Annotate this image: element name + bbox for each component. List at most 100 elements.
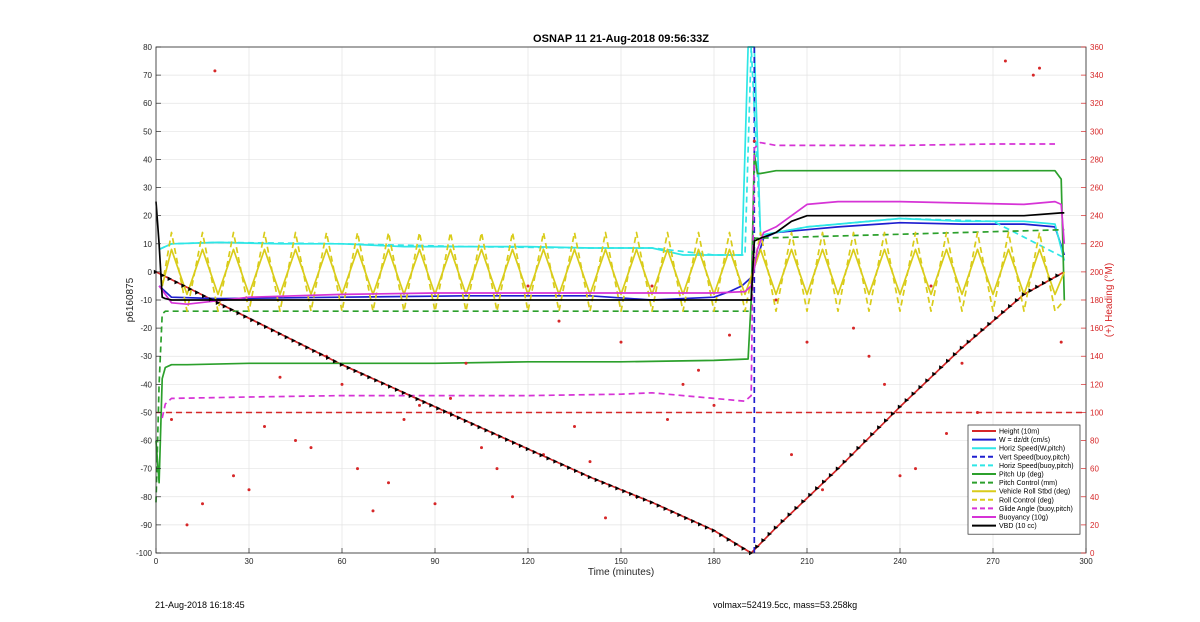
height-marker	[959, 345, 965, 350]
height-marker	[208, 297, 214, 302]
height-marker	[863, 438, 868, 444]
y-ticks: -100-90-80-70-60-50-40-30-20-10010203040…	[136, 43, 161, 558]
height-marker	[629, 491, 634, 497]
heading-point	[774, 298, 778, 302]
heading-point	[526, 284, 530, 288]
heading-point	[170, 417, 173, 421]
heading-point	[914, 467, 917, 471]
series-buoyancy-10g	[158, 200, 1066, 306]
height-marker	[312, 348, 317, 354]
series-pitch-up-deg	[155, 152, 1066, 484]
heading-point	[588, 460, 592, 464]
height-marker	[181, 283, 186, 288]
height-marker	[353, 368, 358, 374]
height-marker	[222, 304, 228, 309]
heading-point	[213, 69, 217, 73]
heading-point	[263, 425, 266, 428]
height-marker	[1035, 284, 1040, 290]
height-marker	[512, 440, 517, 445]
right-axis-label: (+) Heading (°M)	[1104, 263, 1115, 337]
height-marker	[904, 398, 910, 403]
height-marker	[270, 328, 276, 333]
height-marker	[567, 465, 572, 470]
height-marker	[491, 431, 496, 436]
height-marker	[594, 477, 600, 483]
heading-point	[821, 488, 824, 492]
height-marker	[1048, 277, 1054, 282]
x-tick-label: 30	[245, 557, 254, 566]
heading-point	[201, 502, 204, 506]
height-marker	[787, 512, 792, 517]
legend-label: Height (10m)	[999, 429, 1039, 436]
height-marker	[761, 538, 766, 543]
height-marker	[946, 358, 951, 364]
y-tick-label: -20	[140, 324, 152, 333]
height-marker	[884, 418, 889, 423]
footer-timestamp: 21-Aug-2018 16:18:45	[155, 600, 245, 610]
height-marker	[622, 488, 627, 494]
height-marker	[532, 449, 538, 455]
height-marker	[711, 528, 717, 533]
height-marker	[174, 279, 179, 285]
right-tick-label: 180	[1090, 296, 1104, 305]
height-marker	[691, 518, 696, 524]
legend-label: W = dz/dt (cm/s)	[999, 437, 1050, 444]
height-marker	[734, 541, 739, 547]
x-ticks: 0 30 60 90 120 150 180 210 240 270 300	[154, 548, 1093, 566]
height-marker	[973, 333, 978, 339]
series-glide-angle-buoy-pitch	[161, 141, 1055, 419]
height-marker	[1001, 309, 1006, 315]
heading-point	[976, 410, 979, 414]
y-tick-label: -60	[140, 437, 152, 446]
height-marker	[243, 314, 248, 319]
height-marker	[801, 499, 806, 504]
y-tick-label: 60	[143, 99, 152, 108]
height-marker	[553, 459, 558, 464]
heading-point	[495, 467, 499, 471]
right-tick-label: 240	[1090, 212, 1104, 221]
height-marker	[677, 512, 682, 518]
heading-point	[387, 481, 390, 485]
heading-point	[945, 432, 948, 436]
height-marker	[477, 424, 482, 430]
legend: Height (10m)W = dz/dt (cm/s) Horiz Speed(…	[967, 424, 1081, 535]
height-marker	[649, 500, 655, 505]
heading-point	[619, 340, 623, 344]
right-tick-label: 200	[1090, 268, 1104, 277]
heading-point	[681, 382, 685, 386]
heading-point	[278, 375, 282, 379]
right-tick-label: 0	[1090, 549, 1095, 558]
right-tick-label: 260	[1090, 184, 1104, 193]
height-marker	[546, 456, 551, 461]
series-heading	[170, 59, 1063, 527]
heading-point	[852, 326, 855, 330]
height-marker	[994, 315, 999, 321]
height-marker	[767, 531, 772, 537]
x-tick-label: 180	[707, 557, 721, 566]
y-tick-label: -80	[140, 493, 152, 502]
height-marker	[346, 365, 352, 370]
height-marker	[229, 307, 234, 312]
heading-point	[464, 361, 468, 365]
right-tick-label: 20	[1090, 521, 1099, 530]
height-marker	[773, 525, 779, 530]
heading-point	[728, 333, 731, 337]
height-marker	[815, 486, 820, 491]
height-marker	[856, 445, 861, 451]
series-vbd-10-cc	[155, 201, 1065, 301]
y-tick-label: 0	[148, 268, 153, 277]
height-marker	[436, 406, 441, 411]
legend-label: Pitch Control (mm)	[999, 480, 1057, 487]
height-marker	[808, 492, 813, 498]
height-marker	[539, 453, 544, 458]
legend-label: Horiz Speed(buoy,pitch)	[999, 463, 1074, 470]
heading-point	[712, 403, 716, 407]
heading-point	[402, 417, 406, 421]
right-tick-label: 360	[1090, 43, 1104, 52]
heading-point	[697, 368, 700, 372]
heading-point	[185, 523, 189, 527]
x-tick-label: 300	[1079, 557, 1093, 566]
height-marker	[911, 391, 916, 396]
height-marker	[897, 404, 903, 410]
x-tick-label: 210	[800, 557, 814, 566]
